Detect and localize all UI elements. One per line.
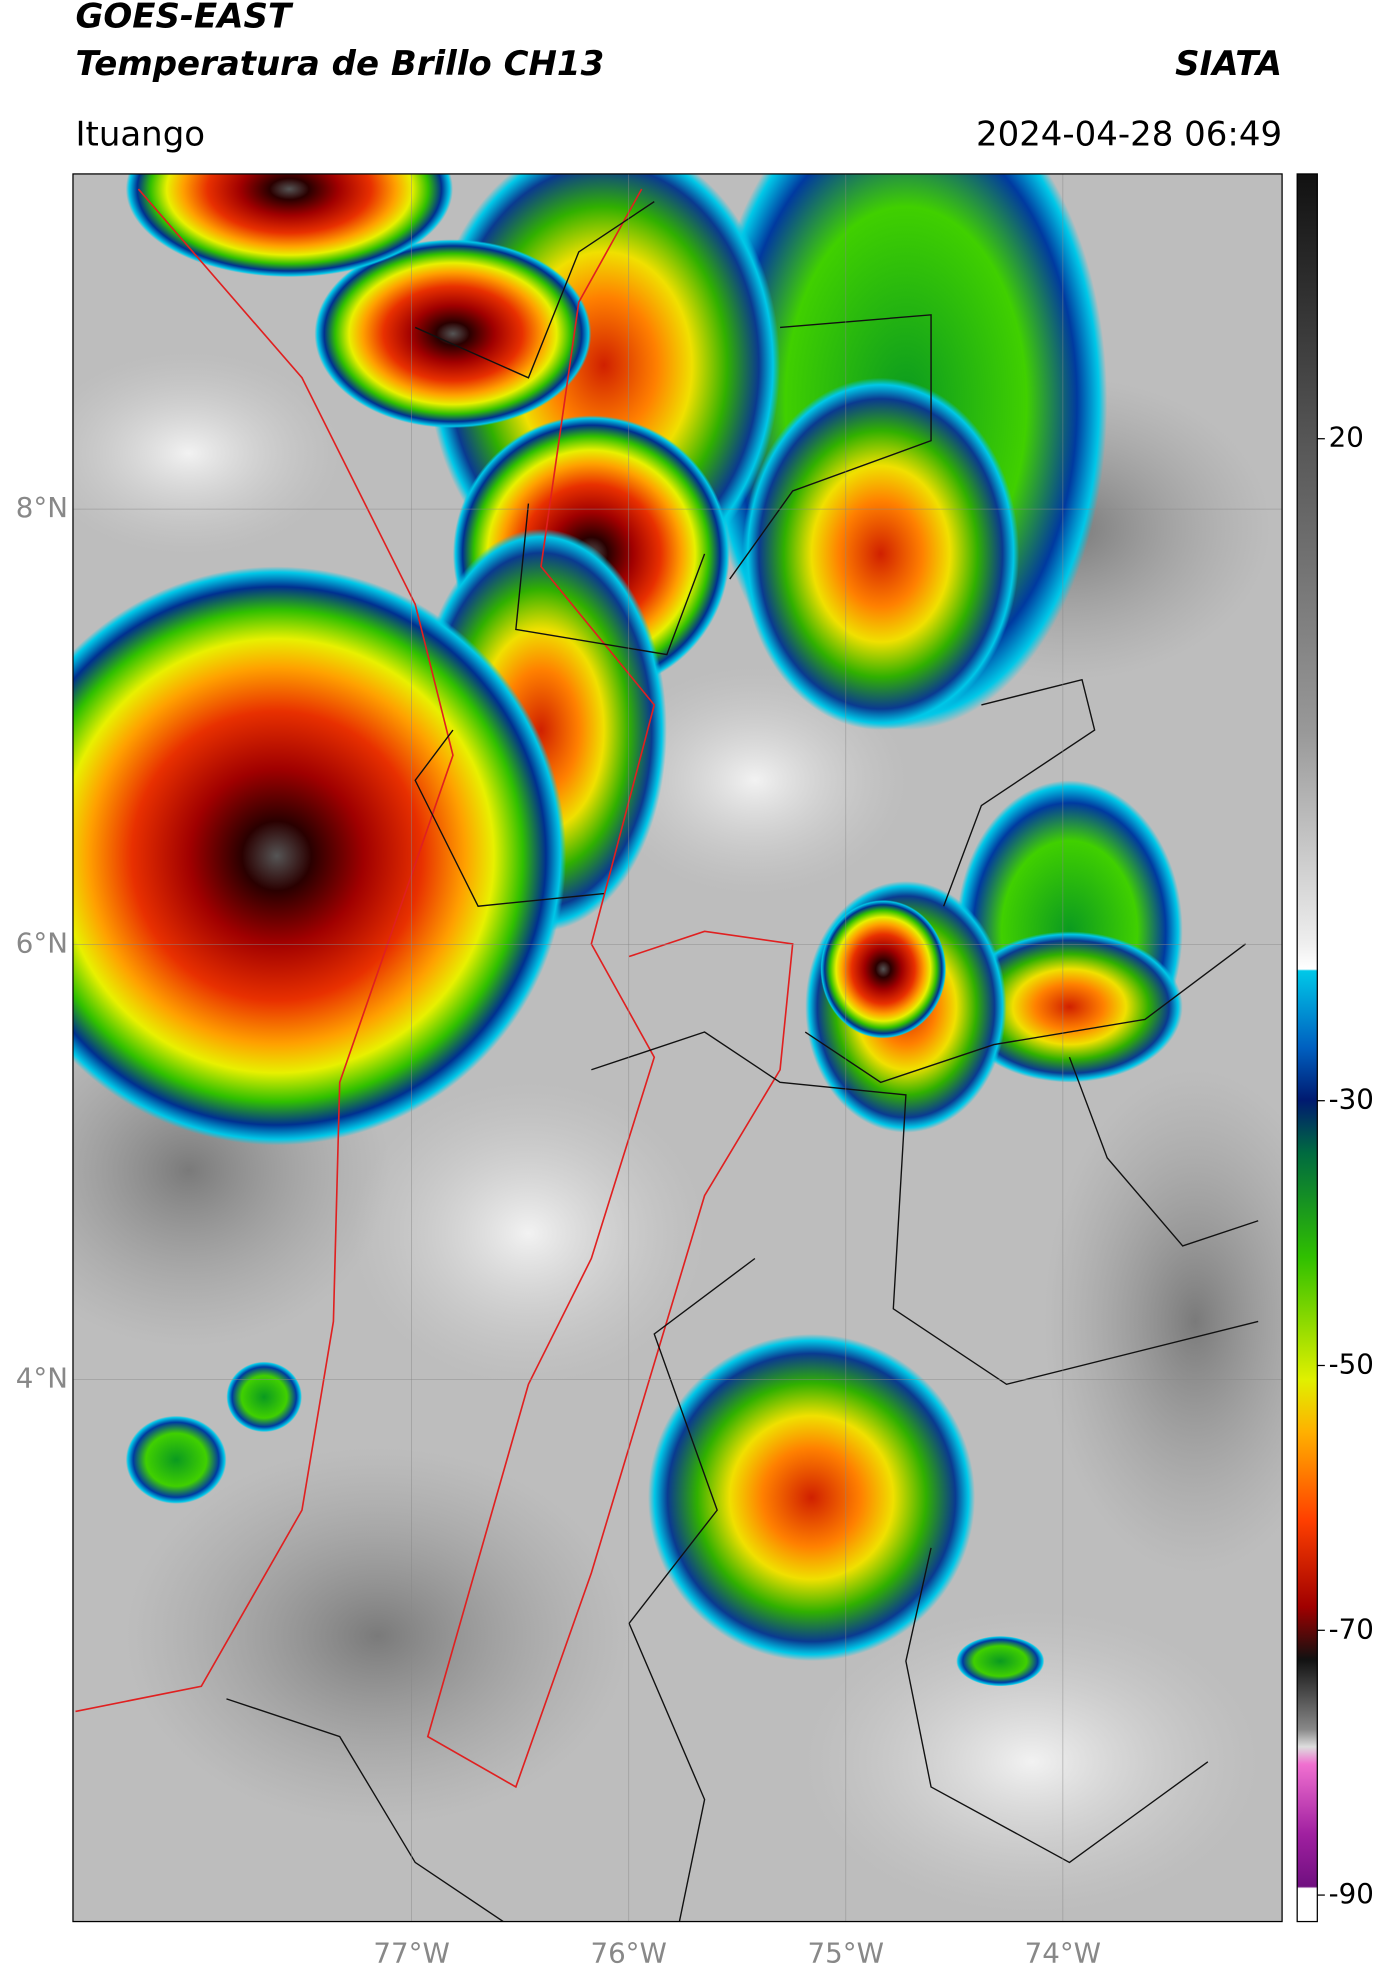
location: Ituango [75, 115, 205, 155]
x-tick-label: 77°W [373, 1936, 449, 1969]
grid [72, 173, 1283, 1922]
colorbar-tick-label: -90 [1329, 1877, 1374, 1910]
x-tick-label: 76°W [590, 1936, 666, 1969]
colorbar-tick-label: -70 [1329, 1612, 1374, 1645]
title: GOES-EAST [75, 0, 293, 36]
y-tick-label: 6°N [16, 926, 68, 959]
colorbar-tick-label: -50 [1329, 1347, 1374, 1380]
brand: SIATA [1175, 44, 1282, 84]
x-tick-label: 75°W [808, 1936, 884, 1969]
colorbar-tick-label: 20 [1329, 421, 1364, 454]
datetime: 2024-04-28 06:49 [976, 115, 1282, 155]
x-tick-label: 74°W [1025, 1936, 1101, 1969]
satellite-image [72, 173, 1283, 1922]
y-tick-label: 8°N [16, 491, 68, 524]
colorbar [1296, 173, 1318, 1923]
y-tick-label: 4°N [16, 1362, 68, 1395]
colorbar-tick-label: -30 [1329, 1083, 1374, 1116]
subtitle: Temperatura de Brillo CH13 [75, 44, 604, 84]
map-frame [72, 173, 1283, 1923]
